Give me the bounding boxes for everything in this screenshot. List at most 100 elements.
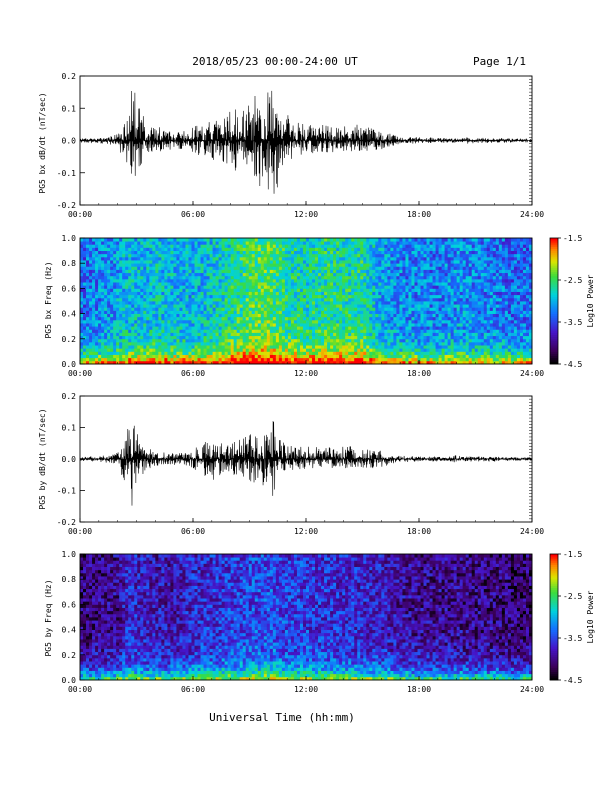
spectrogram-cell <box>152 253 156 258</box>
spectrogram-cell <box>296 250 301 255</box>
spectrogram-cell <box>194 288 198 292</box>
spectrogram-cell <box>263 250 268 255</box>
spectrogram-cell <box>116 326 120 330</box>
spectrogram-cell <box>227 269 232 274</box>
spectrogram-cell <box>221 288 226 292</box>
x-tick-label: 12:00 <box>294 210 318 219</box>
spectrogram-cell <box>125 297 129 302</box>
spectrogram-cell <box>197 323 201 327</box>
spectrogram-cell <box>119 275 123 280</box>
spectrogram-cell <box>173 256 177 261</box>
spectrogram-cell <box>290 345 295 349</box>
spectrogram-cell <box>360 304 364 308</box>
spectrogram-cell <box>438 282 442 286</box>
spectrogram-cell <box>92 291 96 296</box>
spectrogram-cell <box>360 285 364 289</box>
spectrogram-cell <box>309 285 313 289</box>
spectrogram-cell <box>263 238 268 242</box>
spectrogram-cell <box>426 304 430 308</box>
spectrogram-cell <box>396 294 400 299</box>
spectrogram-cell <box>290 310 295 314</box>
spectrogram-cell <box>444 357 449 362</box>
spectrogram-cell <box>170 282 174 286</box>
spectrogram-cell <box>266 269 271 274</box>
spectrogram-cell <box>176 329 180 333</box>
spectrogram-cell <box>296 357 301 362</box>
spectrogram-cell <box>185 351 189 355</box>
spectrogram-cell <box>408 304 412 308</box>
y-tick-label: 0.1 <box>62 104 77 113</box>
spectrogram-cell <box>89 326 93 330</box>
spectrogram-cell <box>230 247 235 251</box>
spectrogram-cell <box>296 354 301 359</box>
spectrogram-cell <box>107 304 111 308</box>
spectrogram-cell <box>420 326 424 330</box>
spectrogram-cell <box>182 269 186 274</box>
spectrogram-cell <box>302 307 307 311</box>
spectrogram-cell <box>327 269 331 274</box>
spectrogram-cell <box>339 282 343 286</box>
spectrogram-cell <box>206 291 210 296</box>
spectrogram-cell <box>215 354 220 359</box>
spectrogram-cell <box>390 266 394 270</box>
spectrogram-cell <box>113 263 117 267</box>
spectrogram-cell <box>272 285 277 289</box>
spectrogram-cell <box>209 357 213 362</box>
spectrogram-cell <box>137 285 141 289</box>
spectrogram-cell <box>302 329 307 333</box>
spectrogram-cell <box>420 345 424 349</box>
spectrogram-cell <box>369 253 373 258</box>
spectrogram-cell <box>209 247 213 251</box>
spectrogram-cell <box>179 250 183 255</box>
spectrogram-cell <box>354 338 358 343</box>
spectrogram-cell <box>390 307 394 311</box>
spectrogram-cell <box>80 313 84 318</box>
spectrogram-cell <box>426 345 430 349</box>
spectrogram-cell <box>408 345 412 349</box>
spectrogram-cell <box>119 297 123 302</box>
spectrogram-cell <box>248 241 253 245</box>
spectrogram-cell <box>98 241 102 245</box>
spectrogram-cell <box>152 351 156 355</box>
spectrogram-cell <box>269 285 274 289</box>
spectrogram-cell <box>399 310 403 314</box>
spectrogram-cell <box>324 307 328 311</box>
spectrogram-cell <box>281 275 286 280</box>
spectrogram-cell <box>149 326 153 330</box>
spectrogram-cell <box>149 304 153 308</box>
spectrogram-cell <box>302 266 307 270</box>
spectrogram-cell <box>405 360 409 365</box>
spectrogram-cell <box>396 263 400 267</box>
spectrogram-cell <box>375 272 379 277</box>
spectrogram-cell <box>248 266 253 270</box>
spectrogram-cell <box>299 341 304 346</box>
spectrogram-cell <box>134 310 138 314</box>
spectrogram-cell <box>363 332 367 337</box>
spectrogram-cell <box>438 329 442 333</box>
spectrogram-cell <box>236 351 241 355</box>
spectrogram-cell <box>89 294 93 299</box>
spectrogram-cell <box>381 329 385 333</box>
spectrogram-cell <box>426 310 430 314</box>
spectrogram-cell <box>333 351 337 355</box>
spectrogram-cell <box>113 244 117 248</box>
spectrogram-cell <box>408 297 412 302</box>
spectrogram-cell <box>296 247 301 251</box>
spectrogram-cell <box>302 282 307 286</box>
spectrogram-cell <box>131 354 135 359</box>
spectrogram-cell <box>387 301 391 305</box>
spectrogram-cell <box>402 307 406 311</box>
spectrogram-cell <box>342 272 346 277</box>
spectrogram-cell <box>119 241 123 245</box>
spectrogram-cell <box>134 241 138 245</box>
spectrogram-cell <box>86 291 90 296</box>
spectrogram-cell <box>366 285 370 289</box>
spectrogram-cell <box>399 238 403 242</box>
spectrogram-cell <box>315 360 319 365</box>
spectrogram-cell <box>212 294 216 299</box>
spectrogram-cell <box>354 294 358 299</box>
spectrogram-cell <box>342 345 346 349</box>
spectrogram-cell <box>342 244 346 248</box>
spectrogram-cell <box>239 360 244 365</box>
spectrogram-cell <box>215 319 220 324</box>
